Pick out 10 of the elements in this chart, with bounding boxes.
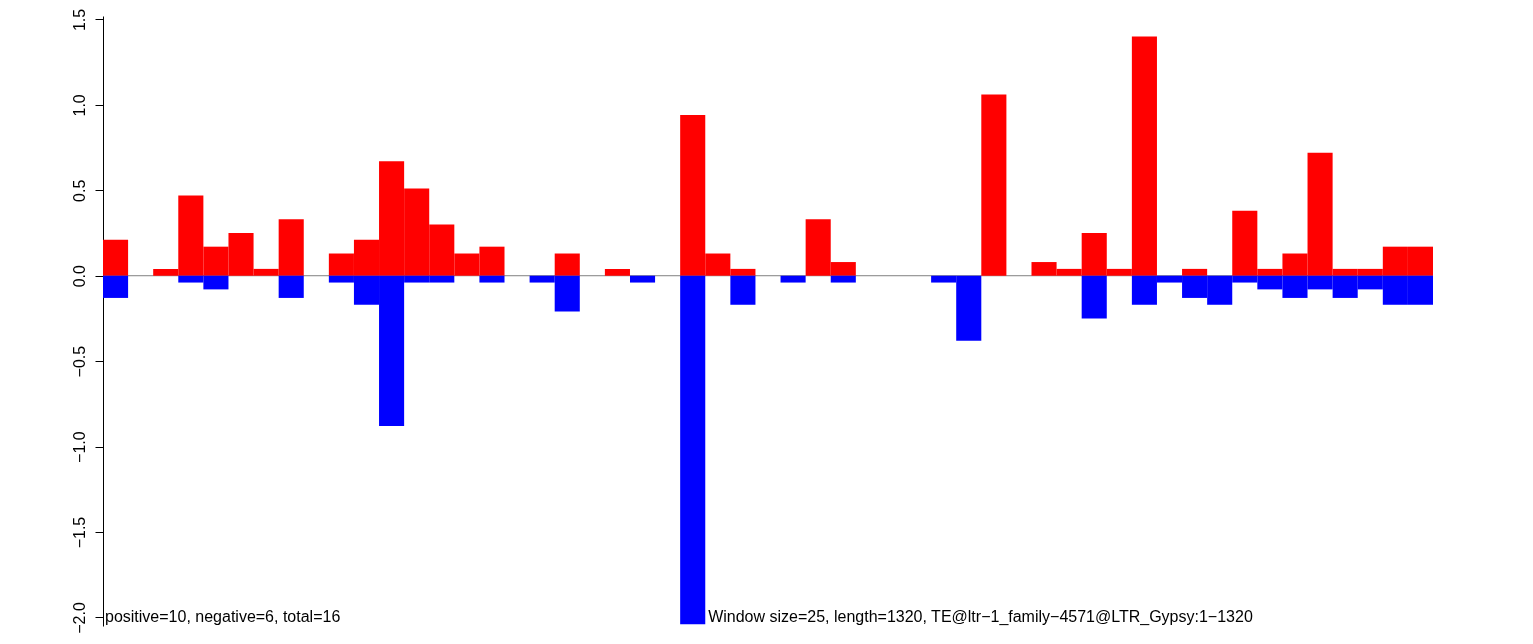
y-tick-label: −1.5 bbox=[70, 516, 88, 549]
y-tick-label: 0.0 bbox=[70, 265, 88, 288]
annotation: Window size=25, length=1320, TE@ltr−1_family−4571@LTR_Gypsy:1−1320 bbox=[708, 607, 1253, 626]
y-tick-label: 0.5 bbox=[70, 179, 88, 202]
y-tick-label: 1.5 bbox=[70, 8, 88, 32]
y-tick-label: −0.5 bbox=[70, 345, 88, 378]
annotation: positive=10, negative=6, total=16 bbox=[105, 607, 341, 625]
y-tick-label: −1.0 bbox=[70, 431, 88, 463]
y-tick-label: −2.0 bbox=[70, 602, 88, 634]
y-tick-label: 1.0 bbox=[70, 94, 88, 117]
